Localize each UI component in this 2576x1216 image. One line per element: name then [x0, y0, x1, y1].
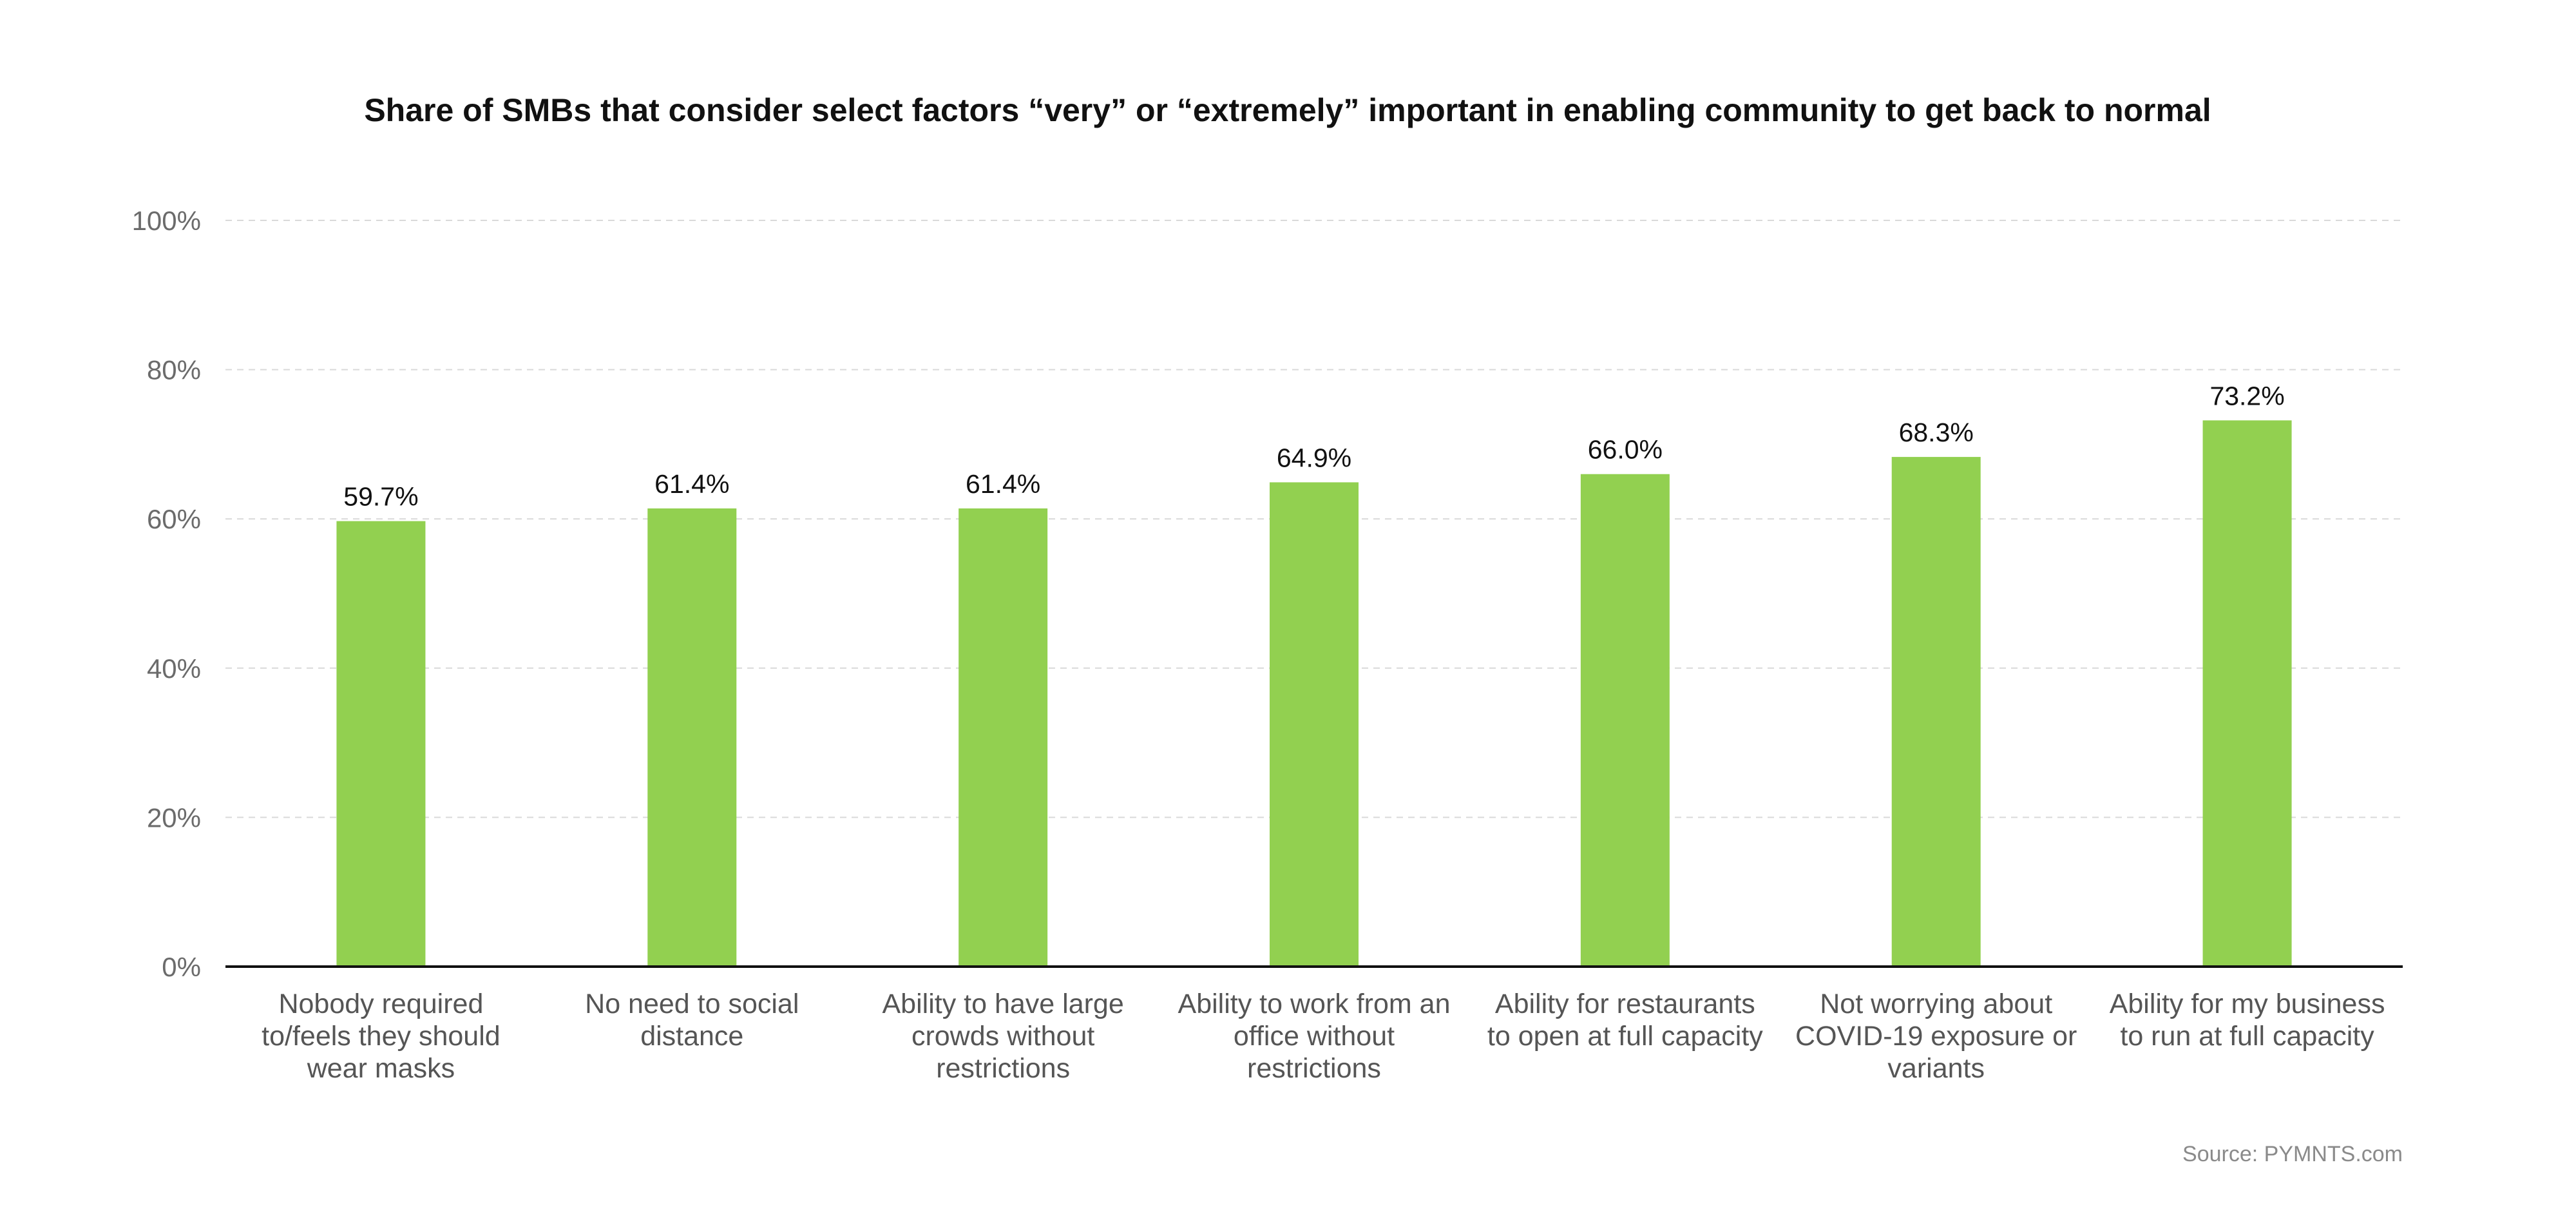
bars	[336, 420, 2292, 967]
bar	[1270, 482, 1359, 967]
category-label-line: wear masks	[307, 1053, 455, 1084]
category-label-line: COVID-19 exposure or	[1795, 1021, 2077, 1052]
category-labels: Nobody required to/feels they should wear …	[262, 989, 2385, 1084]
category-label-line: Nobody required	[278, 989, 483, 1019]
value-label: 61.4%	[654, 469, 729, 499]
bar	[1580, 474, 1670, 967]
bar	[647, 508, 737, 967]
category-label-line: variants	[1887, 1053, 1985, 1084]
value-labels: 59.7% 61.4% 61.4% 64.9% 66.0% 68.3% 73.2%	[343, 381, 2284, 511]
source-note: Source: PYMNTS.com	[2182, 1142, 2403, 1166]
value-label: 68.3%	[1899, 418, 1974, 447]
category-label-line: Ability to work from an	[1178, 989, 1451, 1019]
y-tick-label: 20%	[147, 802, 201, 833]
category-label-line: distance	[640, 1021, 743, 1052]
bar	[1891, 457, 1981, 967]
value-label: 61.4%	[966, 469, 1040, 499]
category-label-line: office without	[1234, 1021, 1395, 1052]
gridlines	[225, 220, 2403, 818]
chart-title: Share of SMBs that consider select facto…	[364, 92, 2211, 128]
category-label-line: restrictions	[1247, 1053, 1381, 1084]
y-tick-label: 80%	[147, 355, 201, 385]
category-label-line: Ability for my business	[2110, 989, 2385, 1019]
category-label-line: restrictions	[936, 1053, 1070, 1084]
category-label: Ability for restaurants to open at full c…	[1487, 989, 1763, 1052]
category-label: Not worrying about COVID-19 exposure or va…	[1795, 989, 2077, 1084]
value-label: 64.9%	[1277, 443, 1351, 472]
bar	[2202, 420, 2292, 967]
category-label-line: to/feels they should	[262, 1021, 501, 1052]
category-label: Nobody required to/feels they should wear …	[262, 989, 501, 1084]
category-label-line: No need to social	[585, 989, 799, 1019]
category-label-line: Ability to have large	[883, 989, 1124, 1019]
category-label: No need to social distance	[585, 989, 799, 1052]
category-label: Ability to have large crowds without restr…	[883, 989, 1124, 1084]
value-label: 73.2%	[2209, 381, 2284, 410]
category-label: Ability to work from an office without res…	[1178, 989, 1451, 1084]
category-label-line: to open at full capacity	[1487, 1021, 1763, 1052]
bar	[959, 508, 1048, 967]
category-label-line: crowds without	[911, 1021, 1094, 1052]
category-label: Ability for my business to run at full ca…	[2110, 989, 2385, 1052]
value-label: 66.0%	[1588, 435, 1663, 465]
category-label-line: Ability for restaurants	[1495, 989, 1755, 1019]
y-tick-label: 40%	[147, 653, 201, 684]
y-tick-label: 60%	[147, 504, 201, 534]
value-label: 59.7%	[343, 482, 418, 512]
bar	[336, 521, 426, 967]
category-label-line: to run at full capacity	[2120, 1021, 2374, 1052]
y-tick-label: 0%	[162, 952, 201, 982]
category-label-line: Not worrying about	[1820, 989, 2052, 1019]
y-tick-label: 100%	[132, 206, 201, 236]
y-axis-ticks: 0% 20% 40% 60% 80% 100%	[132, 206, 201, 982]
